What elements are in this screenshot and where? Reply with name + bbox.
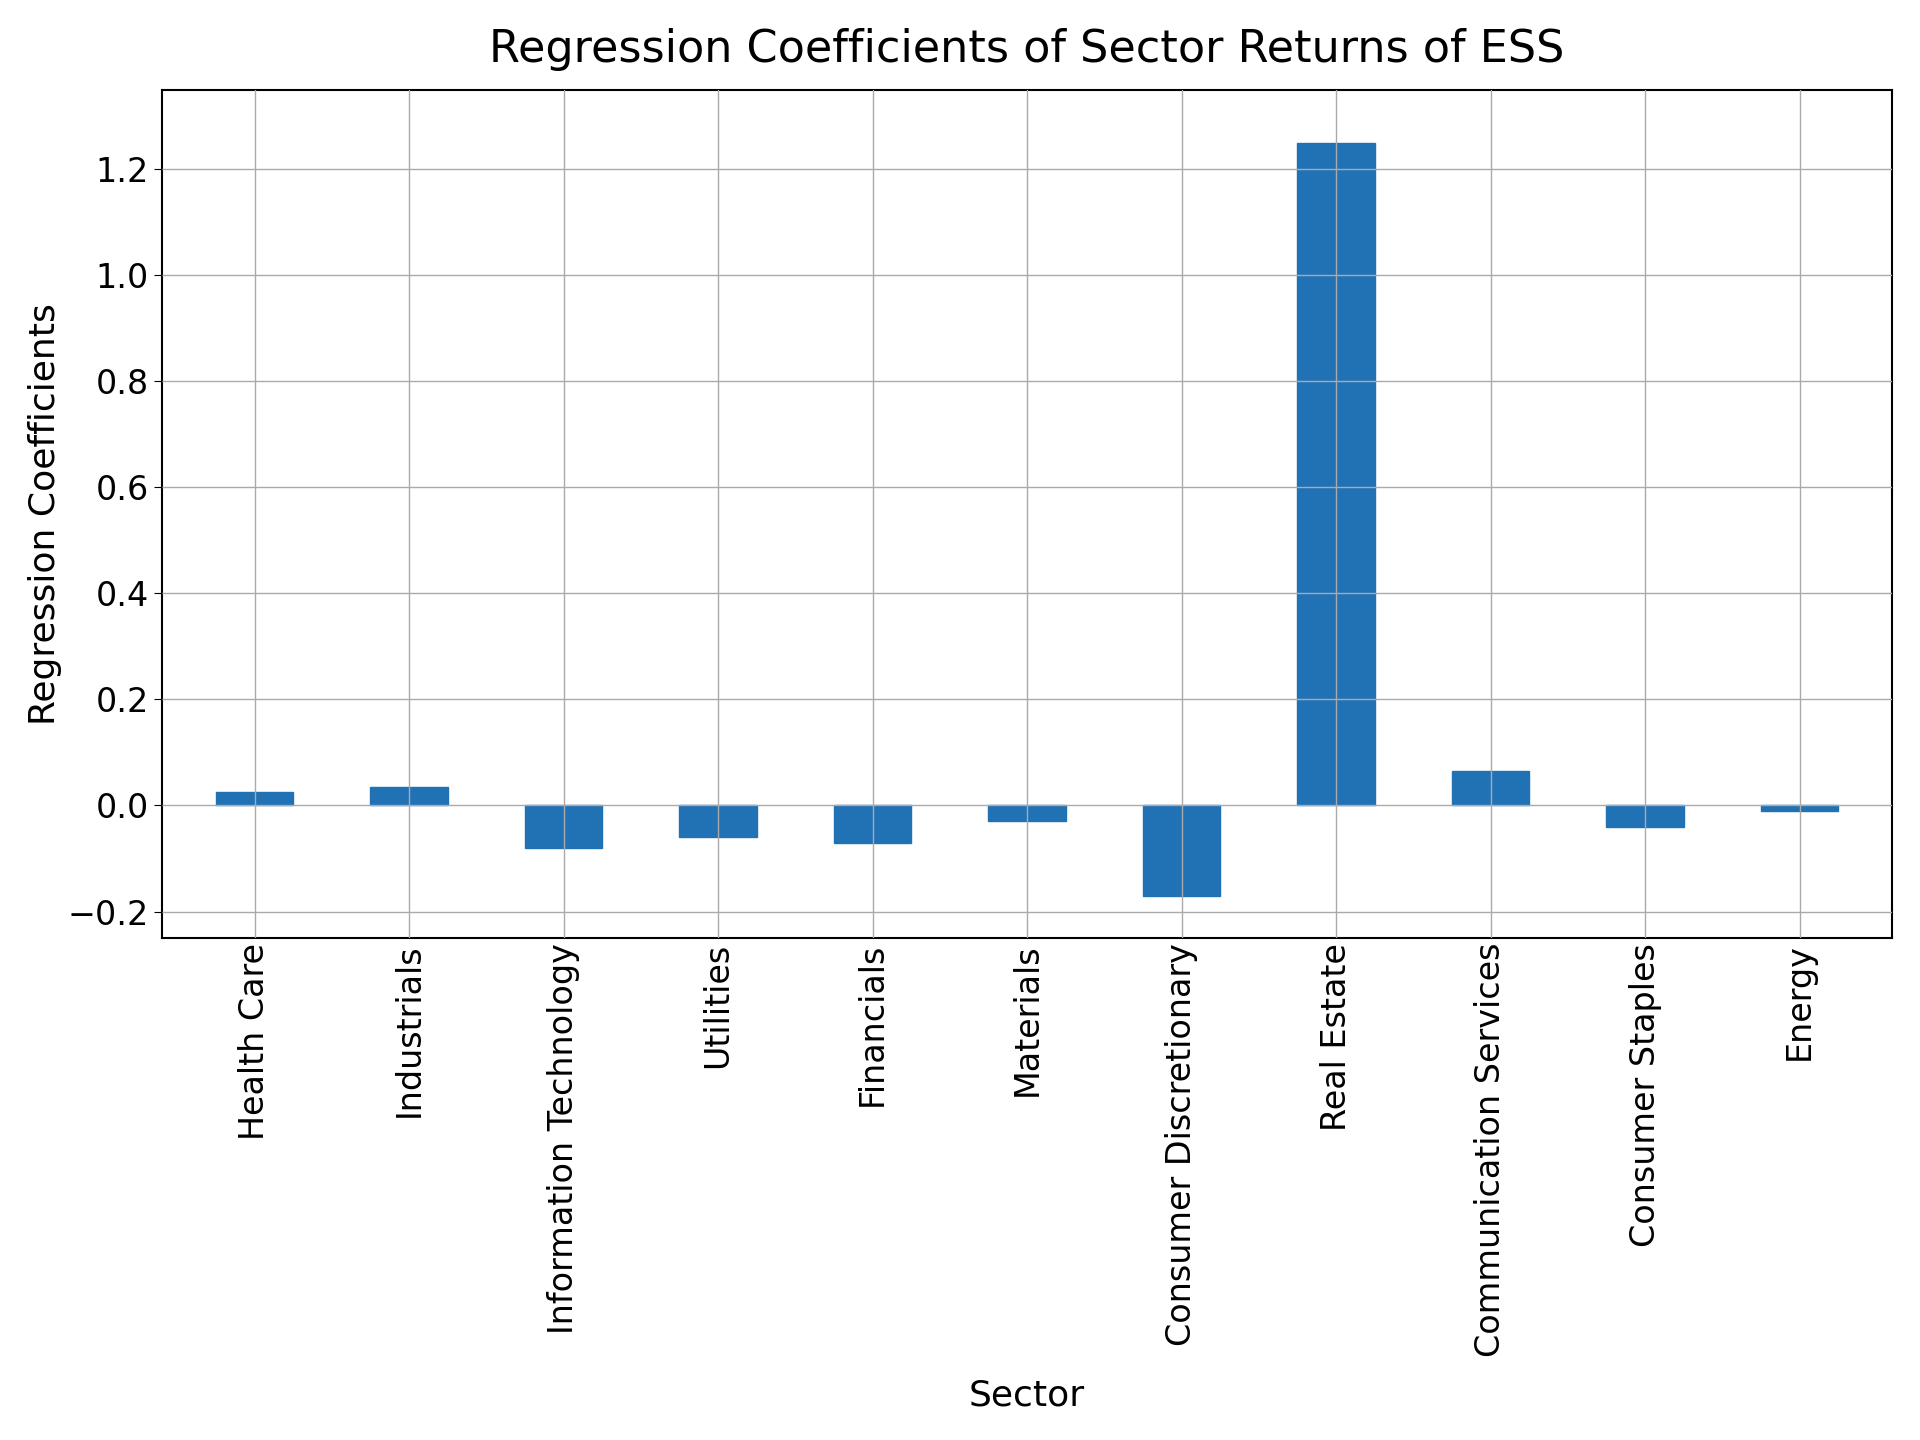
Bar [1761, 805, 1837, 811]
Bar [989, 805, 1066, 821]
Title: Regression Coefficients of Sector Returns of ESS: Regression Coefficients of Sector Return… [490, 27, 1565, 71]
Bar [371, 786, 447, 805]
Bar [1452, 770, 1528, 805]
Bar [524, 805, 603, 848]
Bar [833, 805, 912, 842]
Bar [215, 792, 294, 805]
Y-axis label: Regression Coefficients: Regression Coefficients [27, 302, 61, 724]
X-axis label: Sector: Sector [970, 1378, 1085, 1413]
Bar [1142, 805, 1221, 896]
Bar [680, 805, 756, 837]
Bar [1298, 143, 1375, 805]
Bar [1607, 805, 1684, 827]
